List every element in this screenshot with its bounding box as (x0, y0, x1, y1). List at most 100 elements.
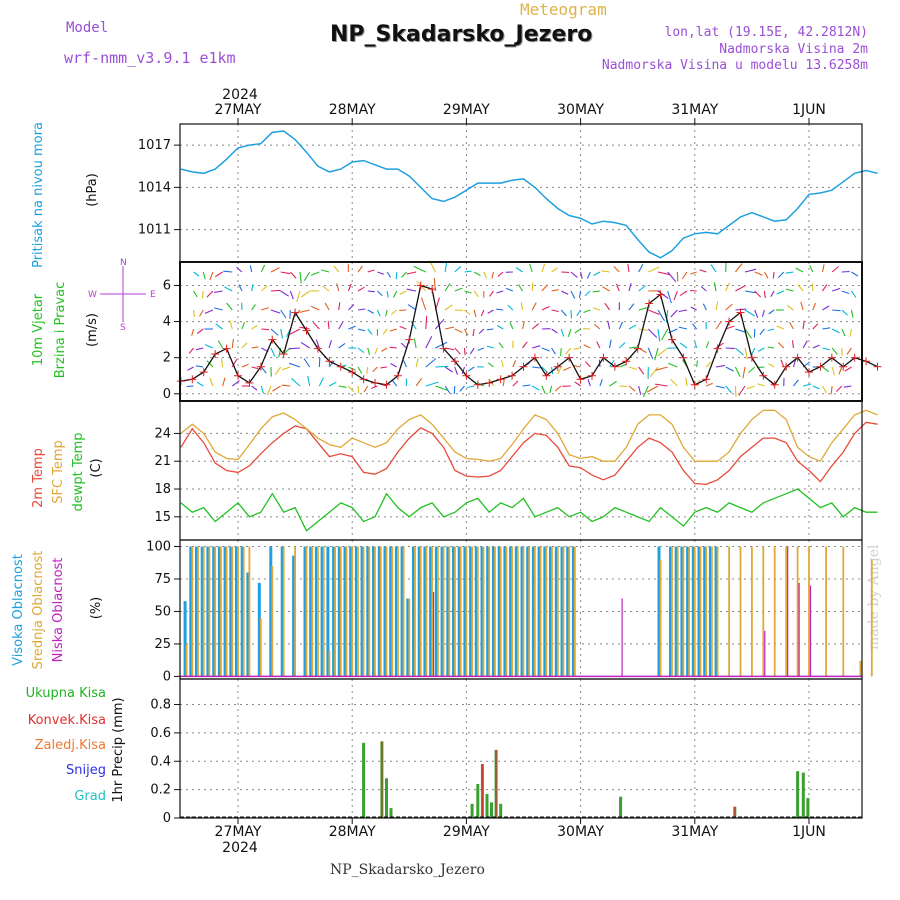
wind-arrow (570, 309, 573, 319)
wind-arrow (812, 323, 819, 330)
wind-arrow (357, 308, 366, 311)
wind-arrow (628, 324, 637, 330)
wind-arrow (280, 328, 284, 339)
year-bottom: 2024 (222, 840, 258, 856)
wind-arrow (367, 347, 371, 355)
wind-arrow (487, 362, 494, 368)
wind-arrow (763, 290, 766, 299)
wind-arrow (357, 286, 365, 292)
wind-arrow (647, 328, 658, 338)
wind-arrow (679, 342, 688, 349)
wind-arrow (573, 365, 581, 368)
wind-arrow (444, 385, 451, 394)
wind-arrow (583, 344, 591, 349)
wind-arrow (487, 309, 494, 314)
mid-cloud-bar (248, 546, 251, 677)
wind-arrow (310, 305, 320, 311)
temp-unit: (C) (89, 458, 104, 477)
high-cloud-bar (469, 546, 473, 677)
wind-arrow (836, 385, 843, 392)
wind-arrow (786, 304, 794, 311)
mid-cloud-bar (528, 546, 531, 677)
mid-cloud-bar (562, 546, 565, 677)
wind-arrow (725, 325, 735, 330)
wind-arrow (831, 366, 836, 376)
mid-cloud-bar (351, 546, 354, 677)
wind-arrow (251, 284, 254, 292)
low-cloud-bar (433, 592, 435, 677)
wind-arrow (738, 385, 746, 396)
mid-cloud-bar (339, 546, 342, 677)
y-tick-label: 4 (163, 315, 171, 330)
wind-arrow (251, 346, 259, 349)
pressure-line (180, 130, 878, 259)
wind-arrow (570, 290, 576, 299)
high-cloud-bar (280, 546, 284, 677)
wind-arrow (520, 302, 524, 311)
mid-cloud-bar (568, 546, 571, 677)
y-tick-label: 2 (163, 351, 171, 366)
wind-arrow (655, 366, 668, 371)
wind-arrow (241, 342, 248, 349)
wind-arrow (217, 340, 224, 349)
wind-arrow (531, 282, 534, 292)
precip-conv-bar (495, 749, 497, 818)
high-cloud-bar (412, 546, 415, 677)
wind-arrow (822, 327, 831, 330)
high-cloud-bar (337, 546, 341, 677)
wind-arrow (454, 328, 463, 333)
wind-arrow (357, 347, 365, 354)
wind-arrow (831, 328, 840, 334)
precip-conv-bar (381, 741, 383, 818)
wind-arrow (338, 342, 346, 349)
wind-arrow (425, 381, 439, 387)
high-cloud-bar (457, 546, 461, 677)
wind-arrow (193, 309, 195, 317)
precip-grad-label: Grad (74, 789, 106, 804)
wind-arrow (560, 347, 562, 356)
high-cloud-bar (200, 546, 204, 677)
wind-arrow (226, 302, 233, 311)
wind-arrow (780, 359, 785, 368)
wind-arrow (802, 340, 808, 349)
panel-cloud-group: 0 25 50 75 100 (146, 539, 873, 684)
wind-arrow (791, 340, 794, 349)
dewpt-label: dewpt Temp (71, 432, 86, 511)
mid-cloud-bar (785, 546, 788, 677)
wind-arrow (850, 309, 854, 318)
model-label: Model (66, 20, 109, 36)
high-cloud-bar (389, 546, 393, 677)
wind-arrow (435, 365, 449, 368)
high-cloud-bar (417, 546, 421, 677)
wind-arrow (507, 304, 514, 311)
wind-arrow (459, 385, 465, 392)
wind-arrow (841, 270, 850, 273)
wind-arrow (512, 380, 519, 387)
meteogram-label: Meteogram (520, 0, 607, 19)
wind-arrow (734, 385, 737, 397)
mid-cloud-bar (202, 546, 205, 677)
wind-arrow (551, 267, 558, 273)
mid-cloud-bar (773, 546, 776, 677)
wind-arrow (678, 309, 688, 313)
wind-arrow (793, 379, 799, 387)
wind-arrow (385, 309, 388, 317)
mid-cloud-bar (516, 546, 519, 677)
model-name: wrf-nmm_v3.9.1 e1km (64, 49, 236, 67)
wind-arrow (509, 322, 514, 330)
wind-arrow (478, 328, 485, 334)
panel-temp-group: 15 18 21 24 (154, 400, 878, 541)
wind-arrow (696, 360, 698, 368)
y-tick-label: 24 (154, 426, 171, 441)
wind-arrow (389, 328, 397, 332)
day-label-bottom: 27MAY (215, 824, 262, 840)
high-cloud-bar (549, 546, 552, 677)
wind-arrow (789, 321, 794, 330)
mid-cloud-bar (693, 546, 696, 677)
day-label-bottom: 29MAY (443, 824, 490, 840)
mid-cloud-bar (414, 546, 416, 677)
wind-arrow (338, 302, 341, 311)
wind-arrow (486, 345, 494, 349)
wind-arrow (260, 285, 268, 292)
